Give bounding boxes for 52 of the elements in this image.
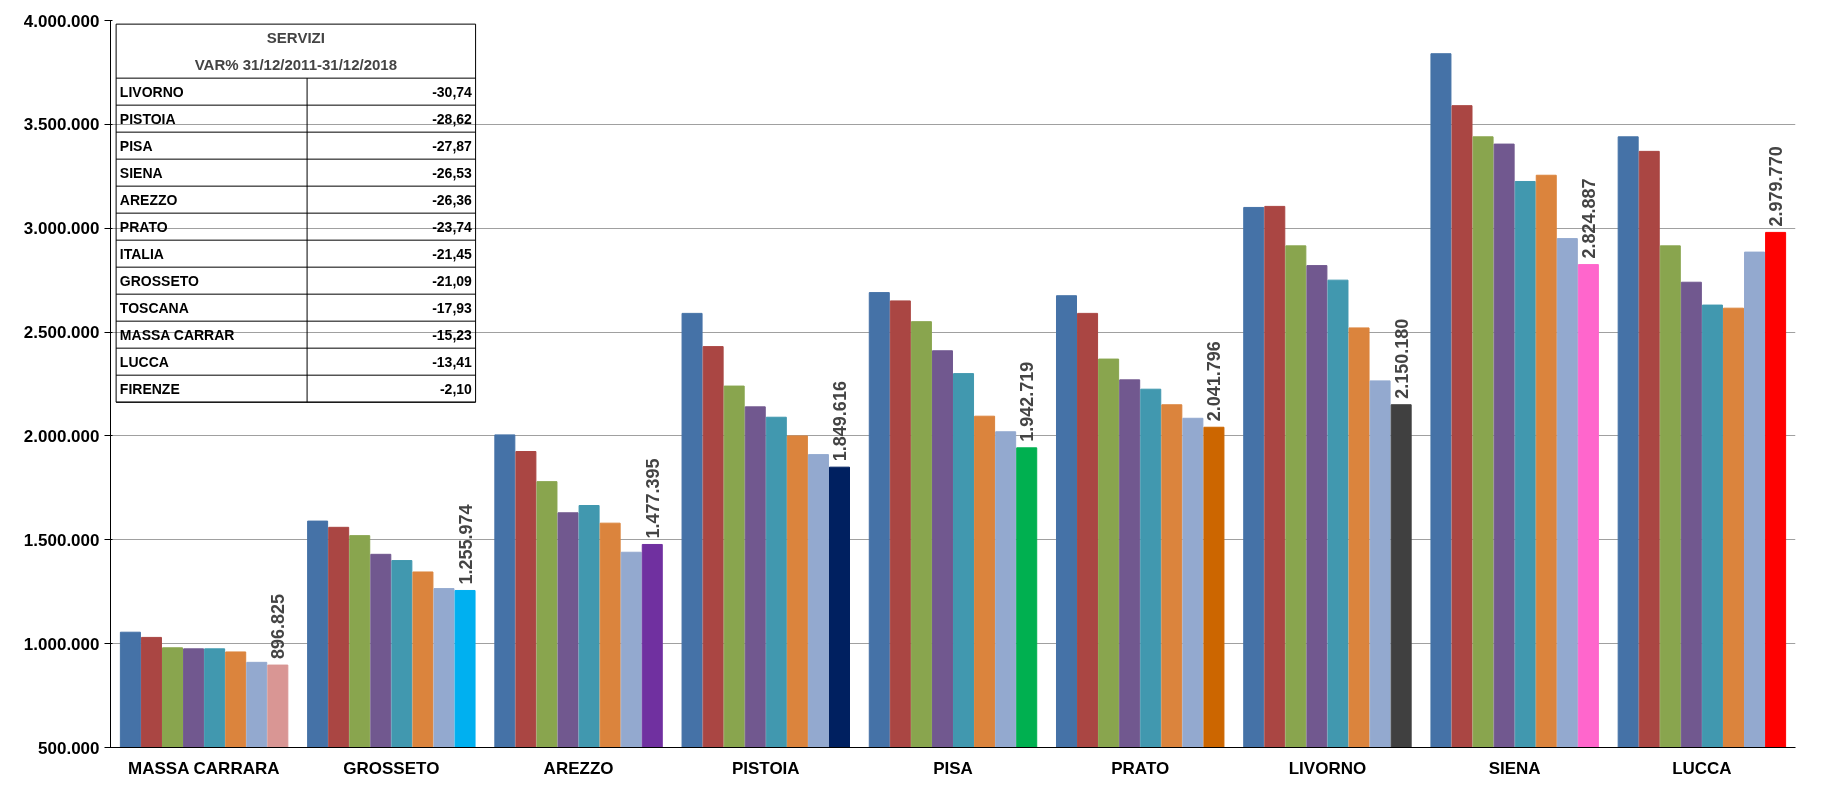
data-label: 2.150.180 (1391, 318, 1412, 399)
y-tick-label: 1.500.000 (23, 530, 100, 550)
y-tick-label: 3.000.000 (23, 219, 100, 239)
y-tick-label: 3.500.000 (23, 115, 100, 135)
annotation: AREZZO (119, 191, 178, 208)
annotation: FIRENZE (119, 380, 180, 397)
x-tick-label: LUCCA (1672, 758, 1732, 778)
annotation: -21,09 (432, 272, 473, 289)
y-tick-label: 2.500.000 (23, 323, 100, 343)
x-tick-label: PISTOIA (731, 758, 800, 778)
x-tick-label: MASSA CARRARA (128, 758, 280, 778)
annotation: LIVORNO (119, 83, 184, 100)
annotation: -23,74 (432, 218, 473, 235)
annotation: VAR% 31/12/2011-31/12/2018 (194, 56, 398, 74)
x-tick-label: SIENA (1488, 758, 1541, 778)
data-label: 2.041.796 (1204, 341, 1225, 422)
annotation: -26,36 (432, 191, 473, 208)
annotation: PRATO (119, 218, 168, 235)
annotation: -17,93 (432, 299, 473, 316)
annotation: SIENA (119, 164, 163, 181)
annotation: GROSSETO (119, 272, 200, 289)
annotation: -13,41 (432, 353, 473, 370)
annotation: -15,23 (432, 326, 473, 343)
annotation: -27,87 (432, 137, 473, 154)
annotation: -2,10 (439, 380, 473, 397)
x-tick-label: AREZZO (543, 758, 614, 778)
y-tick-label: 2.000.000 (23, 426, 100, 446)
annotation: -21,45 (432, 245, 473, 262)
data-label: 1.255.974 (455, 504, 476, 585)
x-tick-label: LIVORNO (1288, 758, 1367, 778)
data-label: 2.979.770 (1766, 146, 1787, 227)
x-tick-label: GROSSETO (343, 758, 440, 778)
annotation: ITALIA (119, 245, 164, 262)
annotation: TOSCANA (119, 299, 189, 316)
data-label: 2.824.887 (1578, 178, 1599, 259)
annotation: -30,74 (432, 83, 473, 100)
x-tick-label: PISA (933, 758, 973, 778)
data-label: 896.825 (268, 594, 289, 660)
annotation: MASSA CARRAR (119, 326, 235, 343)
annotation: -26,53 (432, 164, 473, 181)
data-label: 1.477.395 (642, 458, 663, 539)
annotation: LUCCA (119, 353, 169, 370)
x-tick-label: PRATO (1111, 758, 1170, 778)
data-label: 1.942.719 (1017, 361, 1038, 442)
y-tick-label: 500.000 (38, 738, 100, 758)
annotation: SERVIZI (266, 29, 325, 47)
annotation: PISTOIA (119, 110, 176, 127)
data-label: 1.849.616 (830, 381, 850, 462)
annotation: PISA (119, 137, 153, 154)
y-tick-label: 1.000.000 (23, 634, 100, 654)
y-tick-label: 4.000.000 (23, 11, 100, 31)
annotation: -28,62 (432, 110, 473, 127)
